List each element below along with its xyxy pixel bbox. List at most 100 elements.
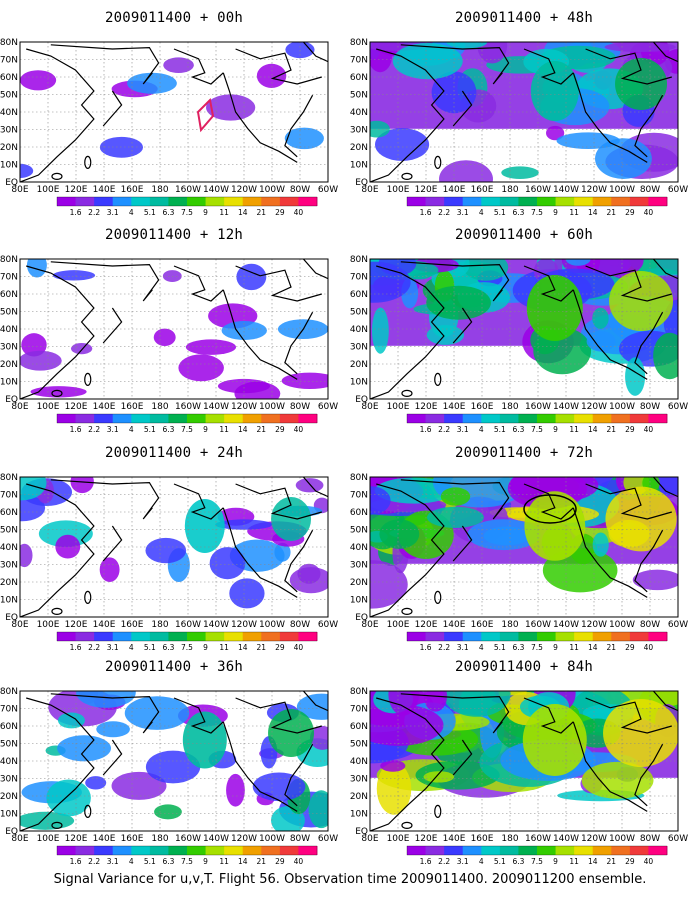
lat-tick-label: EQ [355, 178, 368, 188]
colorbar-swatch [261, 632, 281, 641]
variance-blob [206, 94, 256, 121]
lon-tick-label: 100W [259, 834, 285, 844]
lat-tick-label: 70N [0, 705, 18, 715]
variance-core [182, 711, 227, 769]
colorbar-swatch [555, 414, 575, 423]
colorbar-swatch [629, 414, 649, 423]
variance-blob [111, 771, 167, 800]
lon-tick-label: 100E [387, 620, 410, 630]
coastline-path [523, 483, 574, 520]
lat-tick-label: 10N [0, 378, 18, 388]
lon-tick-label: 60W [318, 620, 338, 630]
colorbar-label: 11 [569, 643, 579, 652]
lat-tick-label: 20N [0, 578, 18, 588]
lat-tick-label: 20N [350, 143, 368, 153]
lat-tick-label: 40N [350, 108, 368, 118]
colorbar-label: 1.6 [70, 425, 82, 434]
island-outline [84, 155, 92, 169]
colorbar-label: 3.1 [457, 425, 469, 434]
coastline-path [400, 693, 510, 734]
variance-blob [145, 537, 187, 564]
colorbar-swatch [407, 197, 426, 206]
island-outline [434, 372, 442, 386]
lon-tick-label: 160W [525, 834, 551, 844]
lat-tick-label: 60N [350, 73, 368, 83]
colorbar-swatch [168, 632, 188, 641]
lon-tick-label: 160W [525, 402, 551, 412]
lat-tick-label: 20N [350, 578, 368, 588]
colorbar-swatch [187, 414, 206, 423]
lat-tick-label: EQ [355, 827, 368, 837]
variance-core [526, 275, 583, 341]
colorbar-label: 2.2 [88, 857, 100, 866]
variance-field [20, 259, 328, 399]
lon-tick-label: 80W [290, 402, 310, 412]
coastline-path [572, 289, 648, 380]
lon-tick-label: 180 [501, 834, 518, 844]
variance-blob [592, 532, 609, 557]
lon-tick-label: 60W [668, 402, 688, 412]
coastline-path [585, 265, 672, 302]
lon-tick-label: 140E [93, 185, 116, 195]
variance-blob [308, 790, 328, 829]
colorbar-label: 29 [275, 643, 285, 652]
variance-blob [234, 381, 281, 399]
lon-tick-label: 160W [175, 620, 201, 630]
colorbar-swatch [149, 846, 169, 855]
colorbar-label: 5.1 [494, 643, 506, 652]
variance-blob [443, 691, 511, 717]
variance-blob [289, 567, 328, 594]
colorbar-frame [56, 631, 318, 642]
coastline-path [173, 483, 224, 520]
colorbar-frame [56, 413, 318, 424]
lat-tick-label: 60N [350, 290, 368, 300]
map-panel-p12: 2009011400 + 12h 80E 100E 120E 140E 160E 180 16… [0, 227, 338, 434]
lon-tick-label: 140W [203, 620, 229, 630]
colorbar-label: 14 [238, 857, 248, 866]
colorbar-swatch [242, 846, 262, 855]
lon-tick-label: 80E [11, 185, 28, 195]
lat-tick-label: 60N [0, 508, 18, 518]
colorbar-label: 9 [553, 643, 558, 652]
colorbar-swatch [444, 197, 464, 206]
variance-blob [162, 270, 182, 282]
lat-tick-label: 10N [350, 596, 368, 606]
colorbar-label: 2.2 [438, 857, 450, 866]
colorbar-swatch [555, 632, 575, 641]
colorbar-swatch [592, 197, 612, 206]
variance-core [524, 491, 586, 561]
map-panel-p48: 2009011400 + 48h 80E 100E 120E 140E 160E 180 16… [350, 10, 688, 217]
coastline-path [222, 289, 298, 380]
coastlines [370, 691, 678, 831]
variance-blob [21, 333, 47, 357]
coastline-path [235, 265, 322, 302]
coastlines [20, 42, 328, 182]
variance-core [530, 61, 579, 121]
lon-tick-label: 60W [668, 834, 688, 844]
lon-tick-label: 100E [37, 185, 60, 195]
lon-tick-label: 80E [11, 834, 28, 844]
colorbar-swatch [149, 414, 169, 423]
colorbar-swatch [648, 846, 668, 855]
coastline-path [400, 479, 510, 520]
lat-tick-label: 70N [0, 56, 18, 66]
coastline-path [50, 44, 160, 85]
colorbar-label: 2.2 [88, 208, 100, 217]
colorbar-swatch [611, 197, 631, 206]
lon-tick-label: 80E [11, 620, 28, 630]
lon-tick-label: 120E [415, 620, 438, 630]
lat-tick-label: 50N [0, 526, 18, 536]
lat-tick-label: 40N [0, 108, 18, 118]
lat-tick-label: 20N [0, 360, 18, 370]
variance-blob [376, 762, 412, 815]
variance-blob [20, 163, 34, 179]
variance-blob [153, 328, 176, 347]
colorbar-swatch [499, 632, 519, 641]
coastline-path [652, 691, 678, 712]
colorbar-swatch [131, 846, 151, 855]
lon-tick-label: 80E [361, 834, 378, 844]
lon-tick-label: 140W [553, 402, 579, 412]
lat-tick-label: 50N [0, 740, 18, 750]
variance-blob [145, 750, 201, 784]
